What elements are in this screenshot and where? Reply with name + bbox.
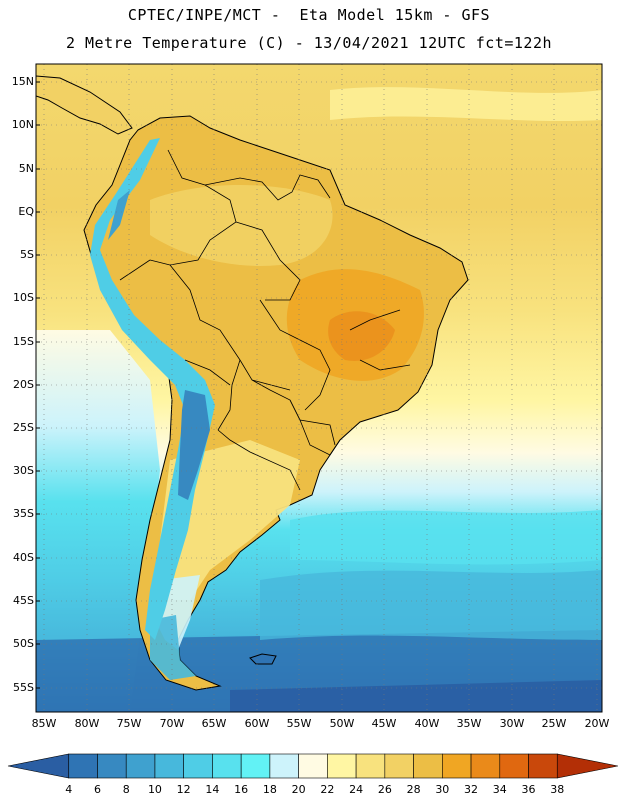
colorbar-label: 22 [320,783,335,796]
colorbar-swatch [125,753,156,779]
lon-label: 25W [541,717,567,730]
lon-label: 20W [584,717,610,730]
lat-label: 5N [18,162,34,175]
lon-label: 45W [371,717,397,730]
lat-label: 10S [13,291,34,304]
colorbar-label: 38 [550,783,565,796]
colorbar-swatch [183,753,213,779]
lat-label: 45S [13,594,34,607]
map-title-line-2: 2 Metre Temperature (C) - 13/04/2021 12U… [65,34,553,52]
colorbar-swatch [442,753,472,779]
lon-label: 35W [456,717,482,730]
colorbar-swatch [212,753,242,779]
colorbar-label: 16 [234,783,249,796]
lat-label: 50S [13,637,34,650]
lon-label: 80W [74,717,100,730]
colorbar-label: 14 [205,783,220,796]
lon-label: 85W [31,717,57,730]
colorbar-label: 6 [93,783,101,796]
colorbar-label: 18 [262,783,277,796]
colorbar-swatch [269,753,299,779]
colorbar-swatch [528,753,558,779]
lat-label: 10N [11,118,34,131]
lat-label: EQ [18,205,34,218]
colorbar-label: 8 [122,783,130,796]
colorbar-label: 24 [349,783,364,796]
lat-label: 25S [13,421,34,434]
lon-label: 75W [116,717,142,730]
colorbar-swatch [355,753,386,779]
lat-label: 35S [13,507,34,520]
colorbar-label: 10 [147,783,162,796]
colorbar-swatch [327,753,357,779]
map-field [36,64,602,712]
colorbar-label: 28 [406,783,421,796]
colorbar-label: 20 [291,783,306,796]
colorbar-swatch [68,753,98,779]
colorbar-label: 30 [435,783,450,796]
colorbar-swatch [470,753,501,779]
map-title-line-1: CPTEC/INPE/MCT - Eta Model 15km - GFS [127,6,491,24]
lat-label: 30S [13,464,34,477]
lat-label: 20S [13,378,34,391]
lon-label: 70W [159,717,185,730]
lon-label: 50W [329,717,355,730]
lon-label: 40W [414,717,440,730]
colorbar-swatch [97,753,127,779]
colorbar-arrow-low [7,753,70,779]
colorbar-label: 4 [65,783,73,796]
lat-label: 55S [13,681,34,694]
map-frame [35,63,603,713]
grid-lines [36,64,602,712]
lat-label: 5S [20,248,34,261]
colorbar-label: 26 [377,783,392,796]
lon-label: 60W [244,717,270,730]
colorbar-swatch [240,753,271,779]
colorbar-swatch [499,753,529,779]
lon-label: 65W [201,717,227,730]
colorbar [7,753,618,779]
lat-label: 15N [11,75,34,88]
colorbar-label: 34 [492,783,507,796]
colorbar-arrow-high [556,753,618,779]
colorbar-label: 12 [176,783,191,796]
colorbar-swatch [154,753,184,779]
colorbar-label: 36 [521,783,536,796]
lon-label: 30W [499,717,525,730]
colorbar-label: 32 [464,783,479,796]
colorbar-swatch [384,753,414,779]
colorbar-swatch [413,753,443,779]
colorbar-swatch [298,753,328,779]
lat-label: 15S [13,335,34,348]
lon-label: 55W [286,717,312,730]
lat-label: 40S [13,551,34,564]
